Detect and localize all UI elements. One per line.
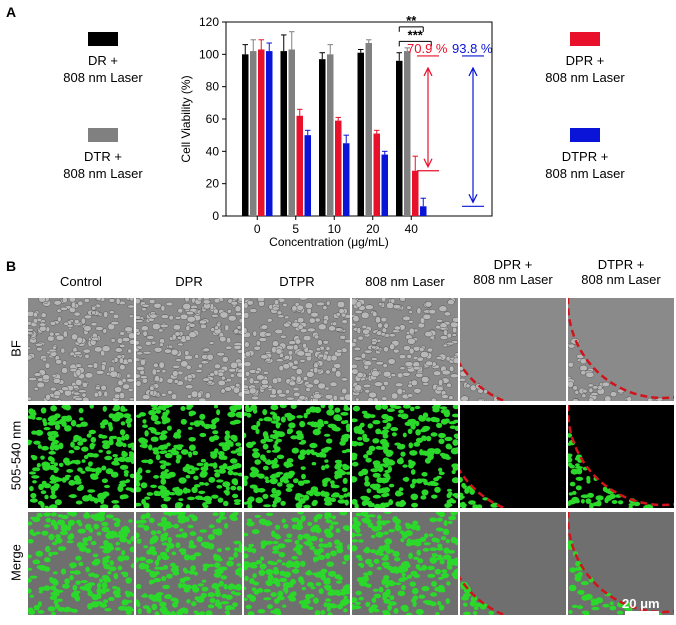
legend-label-dpr-line2: 808 nm Laser: [545, 70, 625, 85]
micrograph-2-2: [244, 512, 350, 615]
column-header-line2: 808 nm Laser: [581, 272, 661, 287]
reduction-arrow-head: [423, 158, 433, 169]
y-tick-label: 80: [206, 80, 220, 94]
scale-bar-label: 20 μm: [622, 596, 660, 611]
row-header-2: Merge: [8, 544, 24, 581]
column-header-line1: 808 nm Laser: [365, 274, 445, 289]
micrograph-0-0: [28, 298, 134, 401]
column-header-line1: Control: [60, 274, 102, 289]
column-header-3: 808 nm Laser: [352, 274, 458, 289]
micrograph-2-3: [352, 512, 458, 615]
micrograph-2-0: [28, 512, 134, 615]
bar: [396, 60, 403, 216]
legend-label-dr-line1: DR +: [88, 53, 118, 68]
legend-swatch-dr: [88, 32, 118, 46]
x-axis-label: Concentration (μg/mL): [269, 235, 389, 249]
legend-label-dtpr-line1: DTPR +: [561, 149, 609, 164]
column-header-line1: DTPR +: [597, 257, 645, 272]
y-tick-label: 120: [199, 15, 219, 29]
reduction-arrow-head: [468, 66, 478, 77]
micrograph-0-3: [352, 298, 458, 401]
micrograph-1-0: [28, 405, 134, 508]
legend-label-dtpr-line2: 808 nm Laser: [545, 166, 625, 181]
legend-label-dr-line2: 808 nm Laser: [63, 70, 143, 85]
micrograph-1-4: [460, 405, 566, 508]
legend-item-dtr: DTR + 808 nm Laser: [38, 128, 168, 182]
y-tick-label: 40: [206, 144, 220, 158]
y-axis-label: Cell Viability (%): [179, 75, 193, 162]
column-header-4: DPR +808 nm Laser: [460, 257, 566, 287]
bar: [365, 43, 372, 217]
legend-swatch-dtpr: [570, 128, 600, 142]
legend-swatch-dpr: [570, 32, 600, 46]
micrograph-1-2: [244, 405, 350, 508]
bar: [420, 206, 427, 216]
bar: [404, 51, 411, 216]
column-header-0: Control: [28, 274, 134, 289]
bar: [335, 120, 342, 216]
micrograph-2-5: [568, 512, 674, 615]
micrograph-0-1: [136, 298, 242, 401]
reduction-arrow-head: [468, 194, 478, 204]
bar: [357, 52, 364, 216]
bar: [250, 51, 257, 216]
legend-label-dpr-line1: DPR +: [565, 53, 605, 68]
x-tick-label: 20: [366, 222, 380, 236]
micrograph-2-1: [136, 512, 242, 615]
micrograph-1-1: [136, 405, 242, 508]
legend-swatch-dtr: [88, 128, 118, 142]
y-tick-label: 100: [199, 47, 219, 61]
micrograph-2-4: [460, 512, 566, 615]
column-header-line2: 808 nm Laser: [473, 272, 553, 287]
micrograph-0-5: [568, 298, 674, 401]
bar: [304, 135, 311, 216]
row-header-0: BF: [8, 340, 24, 357]
bar: [343, 143, 350, 216]
row-header-1: 505-540 nm: [8, 420, 24, 491]
y-tick-label: 60: [206, 112, 220, 126]
legend-item-dtpr: DTPR + 808 nm Laser: [520, 128, 650, 182]
y-tick-label: 20: [206, 177, 220, 191]
scale-bar: [625, 611, 659, 615]
micrograph-1-3: [352, 405, 458, 508]
significance-label: **: [406, 13, 417, 28]
bar: [412, 170, 419, 216]
bar: [319, 59, 326, 216]
column-header-line1: DTPR: [279, 274, 315, 289]
bar: [373, 133, 380, 216]
panel-a-letter: A: [6, 4, 17, 20]
bar: [242, 54, 249, 217]
bar: [258, 49, 265, 216]
bar: [280, 51, 287, 216]
y-tick-label: 0: [212, 209, 219, 223]
panel-b-letter: B: [6, 258, 17, 274]
bar: [288, 49, 295, 216]
column-header-line1: DPR +: [493, 257, 533, 272]
x-tick-label: 10: [328, 222, 342, 236]
reduction-label: 70.9 %: [407, 41, 448, 56]
x-tick-label: 0: [254, 222, 261, 236]
bar: [381, 154, 388, 216]
micrograph-0-2: [244, 298, 350, 401]
column-header-5: DTPR +808 nm Laser: [568, 257, 674, 287]
legend-item-dr: DR + 808 nm Laser: [38, 32, 168, 86]
micrograph-0-4: [460, 298, 566, 401]
bar: [296, 115, 303, 216]
legend-item-dpr: DPR + 808 nm Laser: [520, 32, 650, 86]
legend-label-dtr-line1: DTR +: [84, 149, 122, 164]
bar: [266, 51, 273, 216]
column-header-2: DTPR: [244, 274, 350, 289]
reduction-label: 93.8 %: [452, 41, 493, 56]
micrograph-1-5: [568, 405, 674, 508]
column-header-1: DPR: [136, 274, 242, 289]
legend-label-dtr-line2: 808 nm Laser: [63, 166, 143, 181]
reduction-arrow-head: [423, 66, 433, 77]
x-tick-label: 5: [292, 222, 299, 236]
bar: [327, 54, 334, 217]
column-header-line1: DPR: [175, 274, 203, 289]
significance-label: ***: [408, 27, 424, 42]
x-tick-label: 40: [405, 222, 419, 236]
